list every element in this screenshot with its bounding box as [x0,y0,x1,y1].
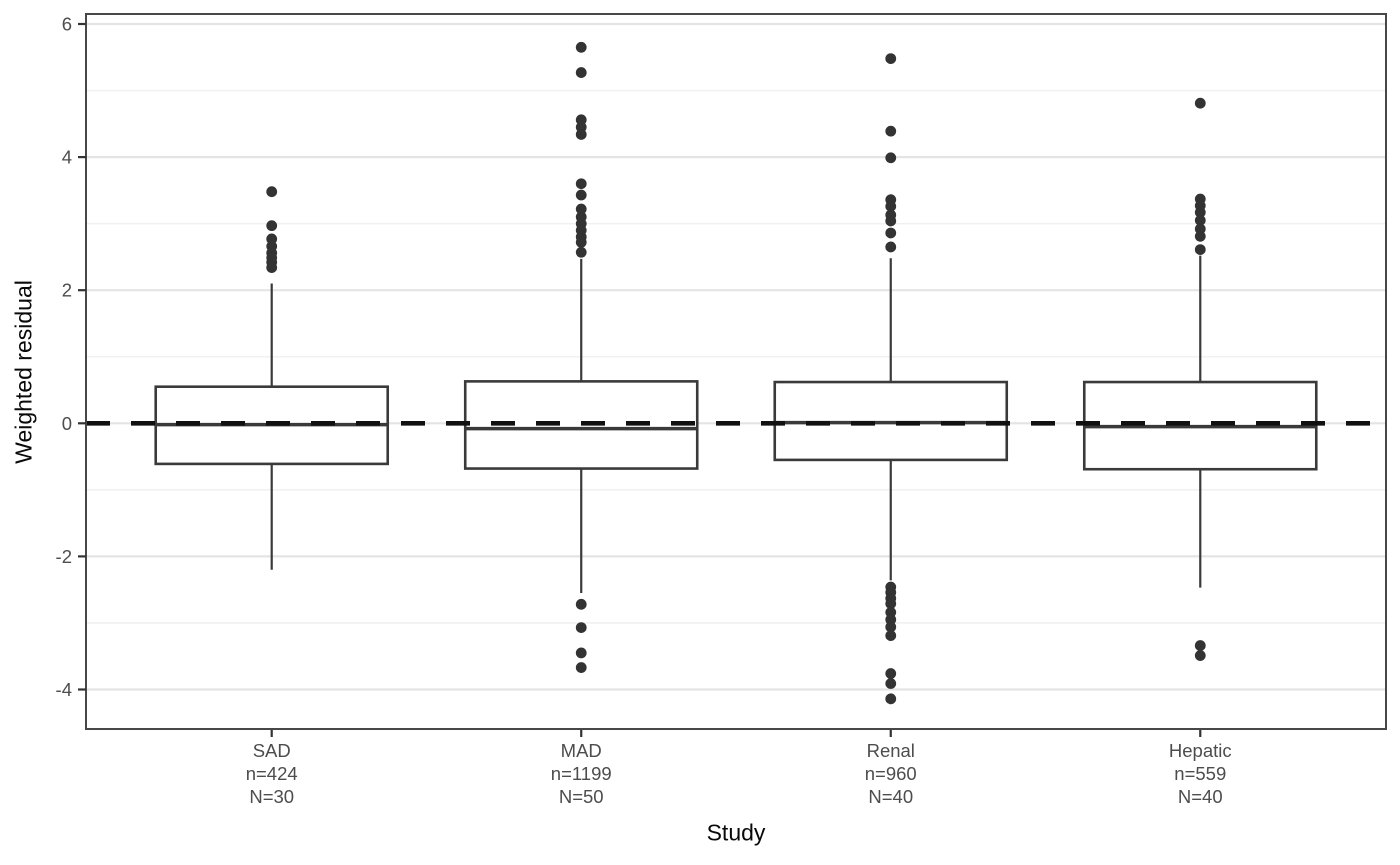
outlier-point-MAD [575,203,587,215]
x-axis-title: Study [706,819,766,846]
panel-background [86,14,1386,729]
x-group-label-Renal: Renal [867,740,915,761]
outlier-point-Renal [885,200,897,212]
outlier-point-MAD [575,246,587,258]
outlier-point-Renal [885,678,897,689]
outlier-point-Renal [885,152,897,164]
y-tick-label: 0 [62,413,72,434]
outlier-point-Hepatic [1194,640,1206,651]
outlier-point-Renal [885,693,897,705]
outlier-point-MAD [575,189,587,201]
outlier-point-MAD [575,129,587,140]
x-group-label-SAD: SAD [253,740,291,761]
outlier-point-SAD [266,186,278,198]
outlier-point-Renal [885,630,897,641]
outlier-point-MAD [575,647,587,659]
outlier-point-Renal [885,215,897,227]
outlier-point-Hepatic [1194,230,1206,242]
x-group-label-MAD: N=50 [559,786,604,807]
y-tick-label: -4 [56,679,72,700]
outlier-point-Renal [885,621,897,633]
outlier-point-Hepatic [1194,650,1206,661]
outlier-point-SAD [266,262,278,273]
x-group-label-Hepatic: N=40 [1178,786,1223,807]
y-tick-label: -2 [56,546,72,567]
x-group-label-MAD: n=1199 [551,763,612,784]
outlier-point-MAD [575,67,587,78]
x-group-label-SAD: N=30 [249,786,294,807]
x-group-label-Hepatic: n=559 [1174,763,1226,784]
outlier-point-MAD [575,236,587,248]
outlier-point-Renal [885,241,897,253]
outlier-point-Renal [885,125,897,137]
outlier-point-Renal [885,598,897,610]
x-group-label-SAD: n=424 [246,763,298,784]
y-tick-label: 6 [62,14,72,35]
outlier-point-Hepatic [1194,244,1206,256]
outlier-point-MAD [575,178,587,190]
outlier-point-Hepatic [1194,214,1206,226]
outlier-point-MAD [575,41,587,53]
y-tick-label: 2 [62,280,72,301]
outlier-point-SAD [266,220,278,232]
panel-border [85,13,1387,730]
outlier-point-Renal [885,668,897,679]
y-axis-title: Weighted residual [10,280,37,464]
outlier-point-MAD [575,598,587,610]
outlier-point-MAD [575,622,587,634]
outlier-point-MAD [575,662,587,673]
outlier-point-Renal [885,53,897,65]
x-group-label-Hepatic: Hepatic [1169,740,1232,761]
x-group-label-MAD: MAD [561,740,602,761]
x-group-label-Renal: n=960 [865,763,917,784]
y-tick-label: 4 [62,147,72,168]
outlier-point-Renal [885,227,897,239]
outlier-point-Hepatic [1194,97,1206,109]
x-group-label-Renal: N=40 [868,786,913,807]
outlier-point-Hepatic [1194,206,1206,218]
